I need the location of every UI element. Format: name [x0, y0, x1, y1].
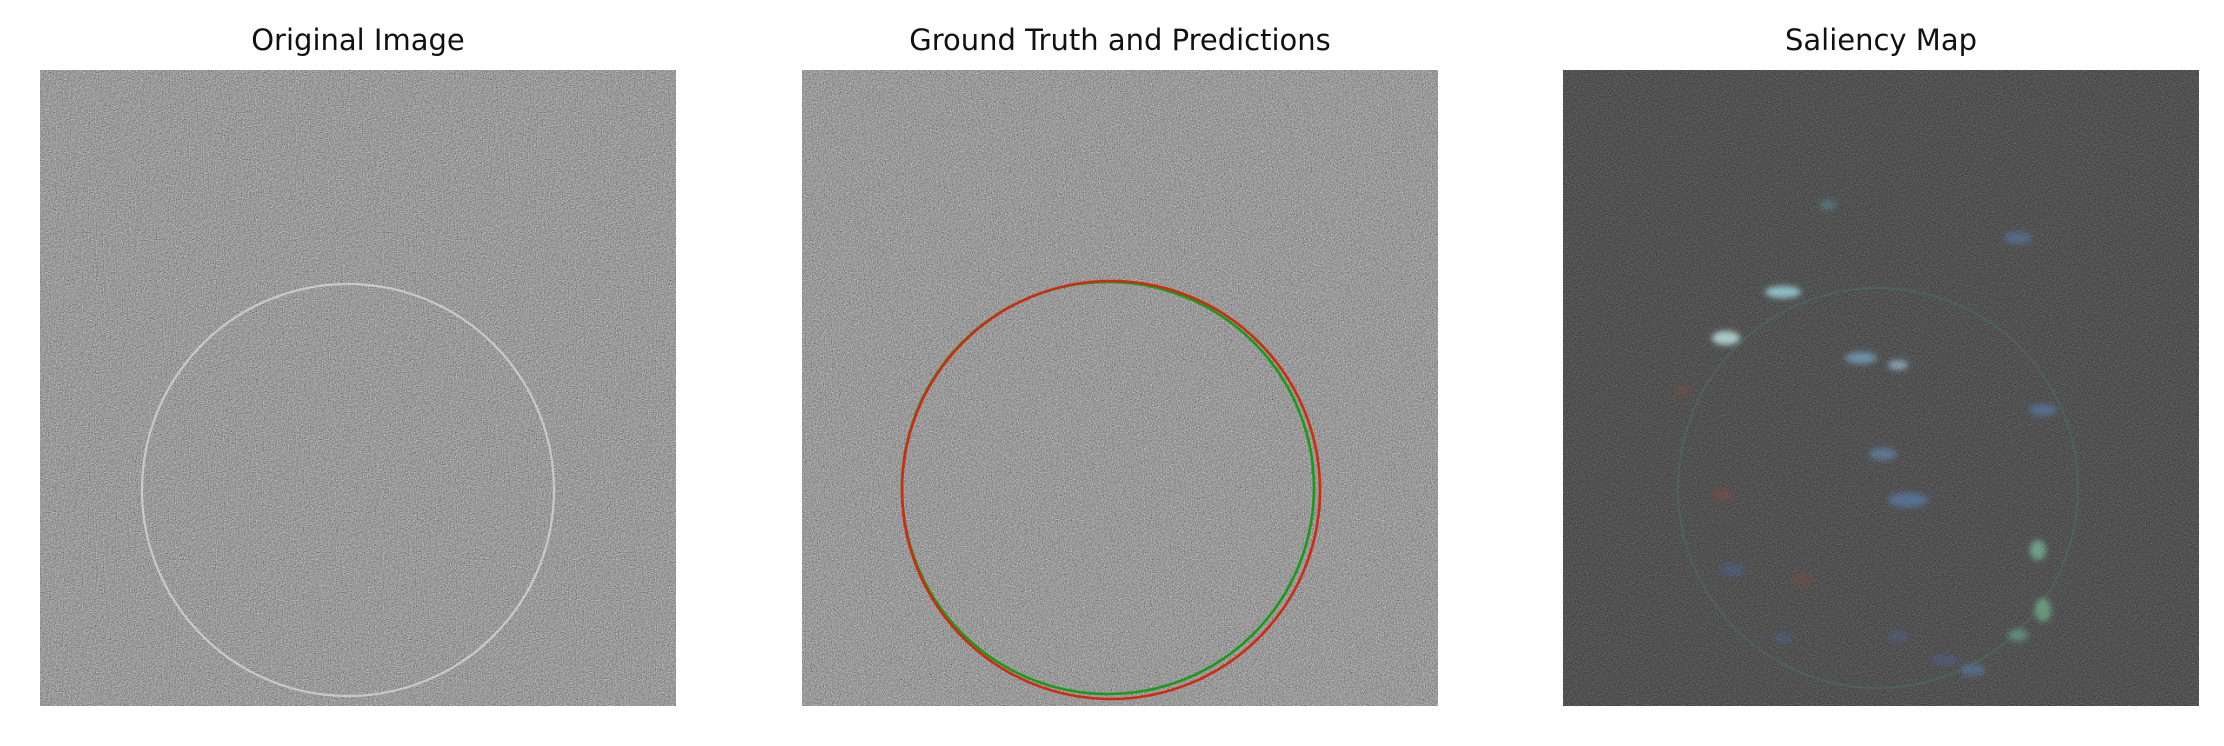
ground-truth-predictions-image — [802, 70, 1438, 706]
panel-ground-truth-predictions: Ground Truth and Predictions — [802, 0, 1438, 746]
prediction-circle — [900, 279, 1322, 701]
panel-title-original: Original Image — [251, 23, 465, 57]
saliency-highlights — [1675, 200, 2057, 676]
original-image — [40, 70, 676, 706]
panel-saliency: Saliency Map — [1563, 0, 2199, 746]
panel-original: Original Image — [40, 0, 676, 746]
faint-circle — [140, 282, 556, 698]
saliency-map-image — [1563, 70, 2199, 706]
panel-title-ground-truth: Ground Truth and Predictions — [909, 23, 1331, 57]
panel-title-saliency: Saliency Map — [1784, 23, 1978, 57]
saliency-circle-outline — [1677, 287, 2079, 689]
